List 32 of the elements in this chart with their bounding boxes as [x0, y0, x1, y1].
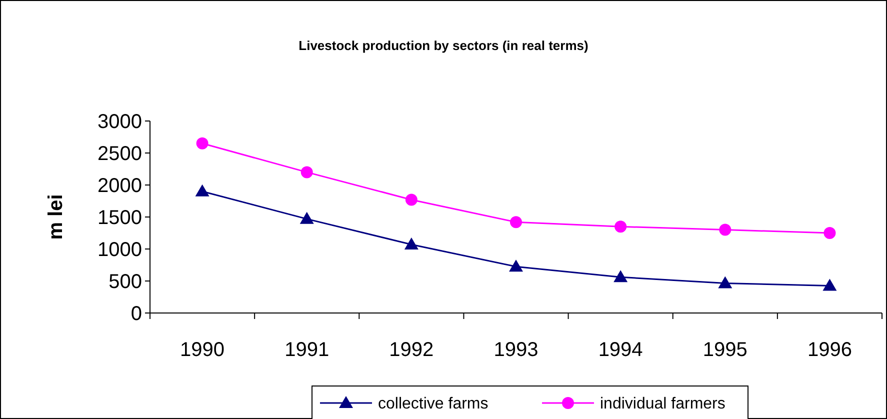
x-tick-label: 1993 [494, 339, 538, 361]
y-tick-label: 3000 [98, 111, 142, 133]
point [824, 227, 836, 239]
point [300, 166, 313, 178]
x-tick-label: 1992 [389, 339, 434, 361]
y-tick-label: 2500 [98, 143, 142, 165]
legend-label: individual farmers [600, 396, 726, 413]
point [195, 184, 210, 196]
x-tick-label: 1991 [284, 339, 330, 361]
y-tick-label: 0 [130, 303, 142, 325]
point [718, 276, 732, 288]
legend-label: collective farms [378, 396, 488, 413]
point [300, 212, 314, 224]
chart-title: Livestock production by sectors (in real terms) [298, 38, 588, 53]
point [614, 220, 627, 233]
x-tick-label: 1995 [702, 339, 748, 361]
y-tick-label: 1000 [98, 239, 142, 261]
point [510, 216, 522, 228]
point [404, 238, 418, 250]
point [509, 260, 523, 272]
point [196, 137, 208, 150]
x-tick-label: 1994 [598, 339, 643, 361]
x-tick-label: 1990 [180, 339, 225, 361]
y-tick-label: 1500 [98, 207, 142, 229]
point [719, 224, 732, 236]
y-axis-title: m lei [45, 194, 67, 240]
point [822, 278, 837, 291]
point [614, 270, 628, 282]
x-tick-label: 1996 [807, 339, 852, 361]
point [405, 194, 418, 206]
y-tick-label: 2000 [98, 175, 142, 197]
y-tick-label: 500 [108, 271, 142, 293]
